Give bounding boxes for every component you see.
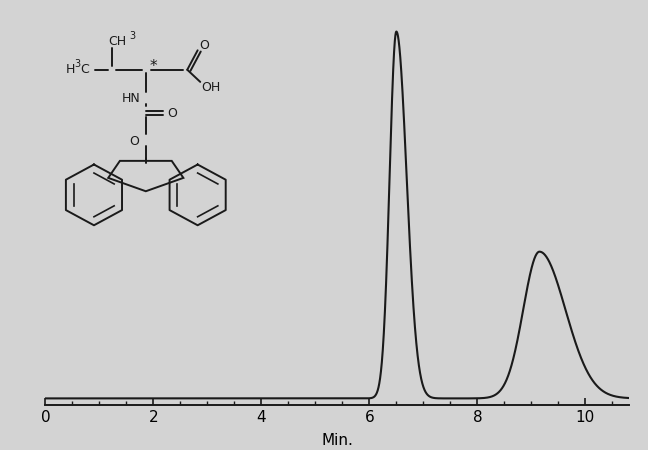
Text: O: O <box>167 107 177 120</box>
Text: *: * <box>150 58 157 74</box>
Text: C: C <box>80 63 89 76</box>
X-axis label: Min.: Min. <box>321 433 353 448</box>
Text: 3: 3 <box>130 31 136 41</box>
Text: 3: 3 <box>74 59 80 69</box>
Text: O: O <box>199 39 209 52</box>
Text: O: O <box>129 135 139 148</box>
Text: HN: HN <box>122 92 141 105</box>
Text: H: H <box>65 63 75 76</box>
Text: CH: CH <box>108 35 126 48</box>
Text: OH: OH <box>201 81 220 94</box>
